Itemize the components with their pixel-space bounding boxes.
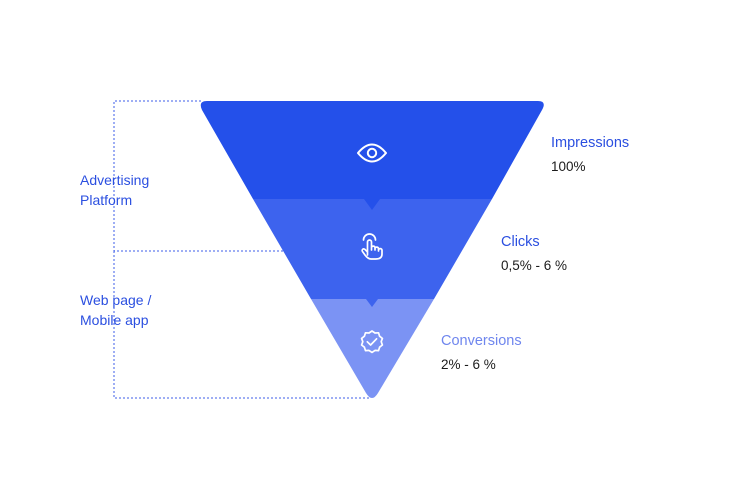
stage-name-clicks: Clicks bbox=[501, 234, 540, 250]
verified-badge-icon bbox=[360, 330, 384, 354]
group-label-web-page-mobile-app: Web page / Mobile app bbox=[80, 290, 151, 330]
bracket-web-page-mobile-app bbox=[113, 251, 370, 399]
group-label-line: Advertising bbox=[80, 172, 150, 188]
bracket-lines bbox=[113, 100, 370, 399]
stage-value-impressions: 100% bbox=[551, 159, 586, 174]
group-label-line: Mobile app bbox=[80, 312, 149, 328]
funnel-stage-conversions bbox=[311, 299, 434, 398]
group-label-line: Platform bbox=[80, 192, 133, 208]
stage-value-conversions: 2% - 6 % bbox=[441, 357, 496, 372]
stage-name-conversions: Conversions bbox=[441, 333, 522, 349]
bracket-advertising-platform bbox=[113, 100, 286, 252]
touch-tap-icon bbox=[361, 233, 383, 260]
stage-value-clicks: 0,5% - 6 % bbox=[501, 258, 568, 273]
funnel-stage-impressions bbox=[200, 101, 544, 210]
stage-name-impressions: Impressions bbox=[551, 135, 630, 151]
group-label-line: Web page / bbox=[80, 292, 152, 308]
group-label-advertising-platform: Advertising Platform bbox=[80, 170, 149, 210]
funnel-stage-clicks bbox=[253, 199, 492, 307]
eye-icon bbox=[357, 143, 387, 163]
